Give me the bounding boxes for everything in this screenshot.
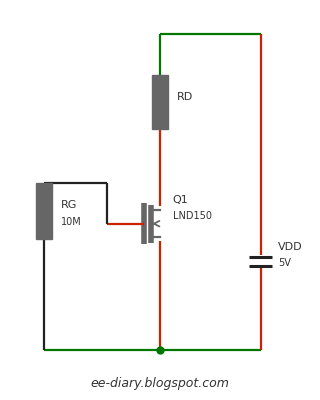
Text: Q1: Q1 bbox=[172, 195, 188, 205]
Text: 10M: 10M bbox=[61, 217, 82, 227]
Text: ee-diary.blogspot.com: ee-diary.blogspot.com bbox=[91, 376, 229, 390]
Text: LND150: LND150 bbox=[172, 211, 212, 221]
Text: VDD: VDD bbox=[278, 242, 302, 252]
Text: RD: RD bbox=[177, 92, 194, 102]
Bar bbox=[152, 75, 168, 129]
Bar bbox=[36, 183, 52, 240]
Text: 5V: 5V bbox=[278, 258, 291, 268]
Text: RG: RG bbox=[61, 200, 77, 210]
